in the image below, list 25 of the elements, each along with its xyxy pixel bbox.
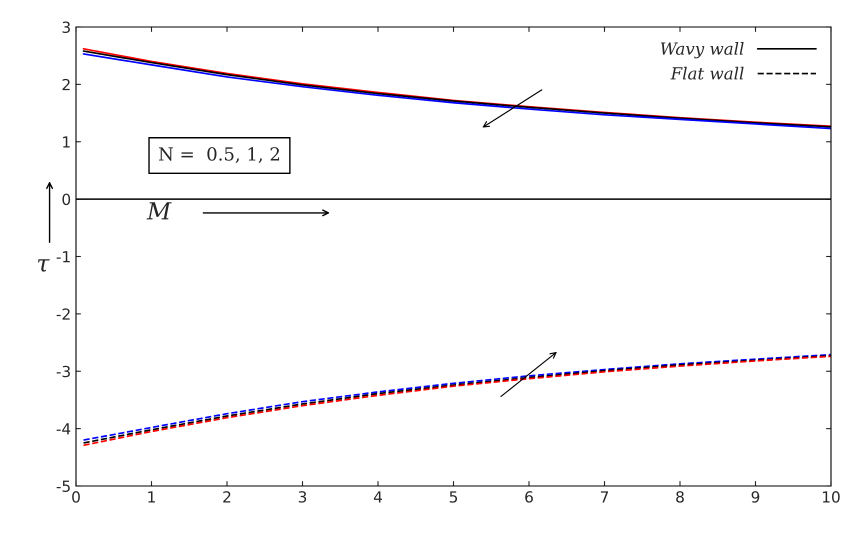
annotation: N = 0.5, 1, 2 xyxy=(158,147,280,163)
legend-label: Wavy wall xyxy=(660,42,744,58)
y-tick-label: -3 xyxy=(56,366,70,378)
x-tick-label: 2 xyxy=(223,491,230,502)
x-axis-title: M xyxy=(146,202,172,220)
x-tick-label: 9 xyxy=(752,491,760,503)
y-tick-label: -1 xyxy=(56,251,70,262)
y-tick-label: 1 xyxy=(63,136,70,148)
y-tick-label: -2 xyxy=(56,308,70,320)
x-tick-label: 0 xyxy=(72,491,80,503)
x-tick-label: 3 xyxy=(298,491,306,503)
x-tick-label: 1 xyxy=(148,491,155,502)
x-tick-label: 6 xyxy=(525,491,533,503)
y-tick-label: -4 xyxy=(56,423,70,434)
y-axis-title: τ xyxy=(38,259,50,272)
y-tick-label: 0 xyxy=(62,194,70,206)
x-tick-label: 8 xyxy=(676,491,684,503)
x-tick-label: 10 xyxy=(822,491,840,503)
x-tick-label: 7 xyxy=(600,491,608,502)
x-tick-label: 4 xyxy=(374,491,382,502)
x-tick-label: 5 xyxy=(450,491,458,503)
y-tick-label: -5 xyxy=(56,480,70,492)
legend-label: Flat wall xyxy=(670,66,744,80)
y-tick-label: 2 xyxy=(62,78,70,90)
y-tick-label: 3 xyxy=(62,21,70,34)
